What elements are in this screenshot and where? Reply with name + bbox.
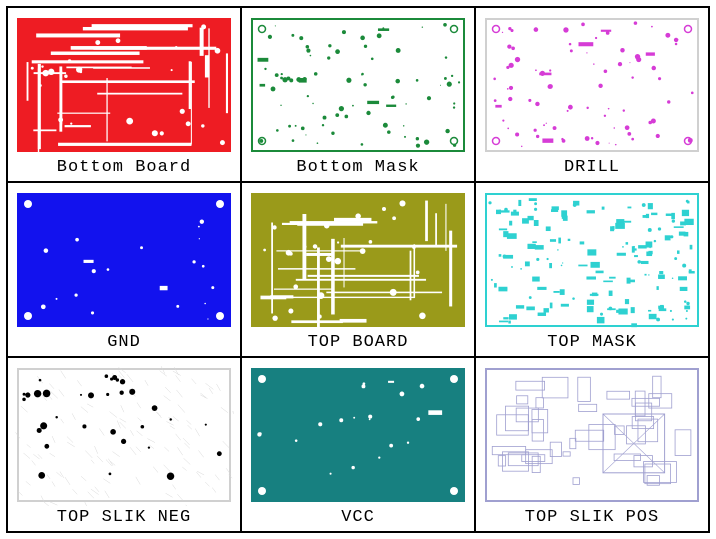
layer-thumbnail — [482, 14, 702, 156]
layer-cell: DRILL — [475, 7, 709, 182]
layer-caption: VCC — [341, 506, 375, 531]
layer-caption: DRILL — [564, 156, 620, 181]
layer-thumbnail — [482, 364, 702, 506]
layer-cell: TOP SLIK POS — [475, 357, 709, 532]
layer-thumbnail — [482, 189, 702, 331]
pcb-layer-grid: Bottom Board Bottom Mask DRILL GND TOP BOARD… — [6, 6, 710, 533]
layer-thumbnail — [14, 189, 234, 331]
layer-thumbnail — [14, 14, 234, 156]
layer-caption: GND — [107, 331, 141, 356]
layer-caption: TOP MASK — [547, 331, 637, 356]
layer-thumbnail — [248, 364, 468, 506]
layer-thumbnail — [14, 364, 234, 506]
layer-caption: TOP SLIK POS — [525, 506, 659, 531]
layer-thumbnail — [248, 14, 468, 156]
layer-caption: Bottom Board — [57, 156, 191, 181]
layer-cell: Bottom Board — [7, 7, 241, 182]
layer-cell: GND — [7, 182, 241, 357]
layer-cell: VCC — [241, 357, 475, 532]
layer-thumbnail — [248, 189, 468, 331]
layer-caption: Bottom Mask — [296, 156, 419, 181]
layer-cell: TOP MASK — [475, 182, 709, 357]
layer-cell: TOP SLIK NEG — [7, 357, 241, 532]
layer-cell: Bottom Mask — [241, 7, 475, 182]
layer-cell: TOP BOARD — [241, 182, 475, 357]
layer-caption: TOP BOARD — [308, 331, 409, 356]
layer-caption: TOP SLIK NEG — [57, 506, 191, 531]
